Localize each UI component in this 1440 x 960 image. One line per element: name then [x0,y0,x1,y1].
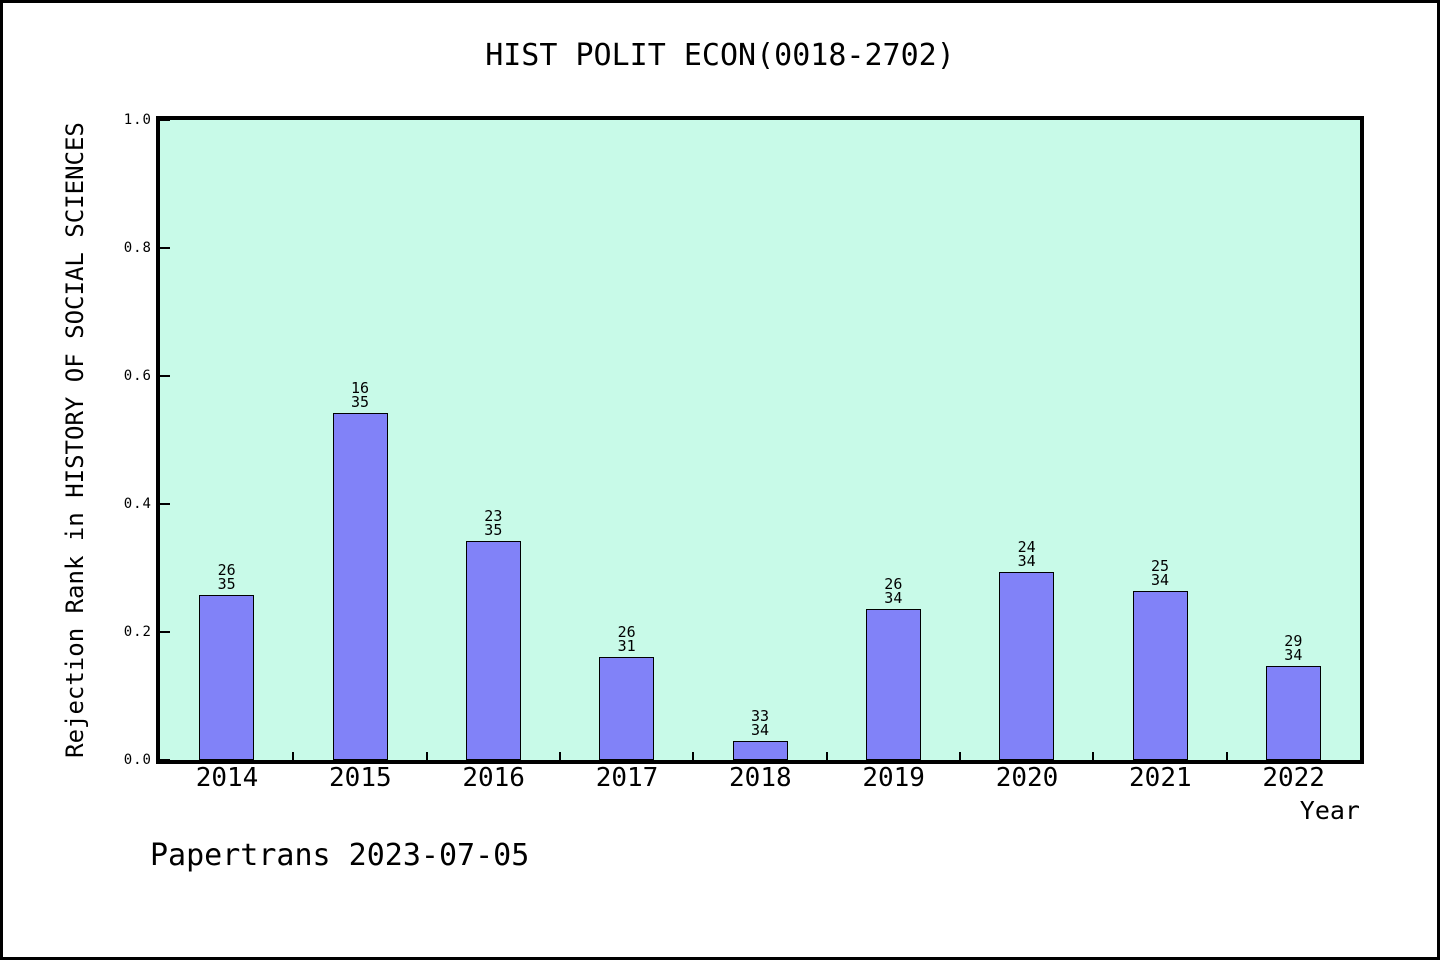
x-tick-label-2015: 2015 [329,763,392,793]
bar-2019 [865,609,921,760]
bar-2020 [999,572,1055,760]
x-axis-label: Year [1299,796,1360,825]
bar-value-label-2016: 23 35 [484,507,503,539]
x-tick-label-2019: 2019 [862,763,925,793]
bar-2015 [332,413,388,760]
bar-2022 [1265,666,1321,760]
y-tick-mark [160,759,170,761]
bar-value-label-2017: 26 31 [617,623,636,655]
y-tick-label: 0.0 [123,752,152,768]
x-tick-mark [959,752,961,760]
bar-value-label-2015: 16 35 [350,379,370,411]
bar-value-label-2022: 29 34 [1284,632,1303,664]
x-tick-label-2017: 2017 [595,763,659,793]
bar-value-label-2021: 25 34 [1150,557,1170,589]
x-tick-mark [1092,752,1095,760]
x-tick-label-2022: 2022 [1262,763,1325,793]
bar-2021 [1132,591,1188,760]
y-tick-label: 0.4 [123,496,152,512]
x-tick-label-2014: 2014 [195,763,259,793]
x-tick-label-2021: 2021 [1129,763,1192,793]
y-tick-label: 0.2 [123,624,152,640]
x-tick-mark [425,752,428,760]
bar-2016 [465,541,521,760]
bar-2018 [732,741,788,760]
y-tick-mark [160,119,170,121]
x-tick-label-2018: 2018 [729,763,792,793]
x-tick-label-2016: 2016 [462,763,525,793]
y-tick-mark [160,247,170,249]
x-tick-mark [292,752,295,760]
bar-value-label-2018: 33 34 [750,707,770,739]
x-tick-mark [559,752,561,760]
x-tick-mark [825,752,828,760]
bar-value-label-2020: 24 34 [1017,538,1036,570]
y-tick-label: 0.8 [123,240,152,256]
x-tick-mark [1225,752,1228,760]
y-tick-mark [160,375,170,377]
y-axis-label-text: Rejection Rank in HISTORY OF SOCIAL SCIE… [61,122,89,758]
bar-2014 [199,595,255,760]
bar-value-label-2014: 26 35 [217,561,236,593]
y-tick-label: 0.6 [123,368,152,384]
chart-title: HIST POLIT ECON(0018-2702) [485,38,955,73]
y-tick-mark [160,631,170,633]
bar-value-label-2019: 26 34 [884,575,903,607]
x-tick-label-2020: 2020 [995,763,1059,793]
y-tick-label: 1.0 [123,112,152,128]
bar-2017 [599,657,655,760]
plot-area: 26 35 16 35 23 35 26 31 33 34 26 34 24 34 25 34… [156,116,1364,764]
x-tick-mark [692,752,695,760]
y-tick-mark [160,503,170,505]
footer-watermark: Papertrans 2023-07-05 [150,838,530,873]
